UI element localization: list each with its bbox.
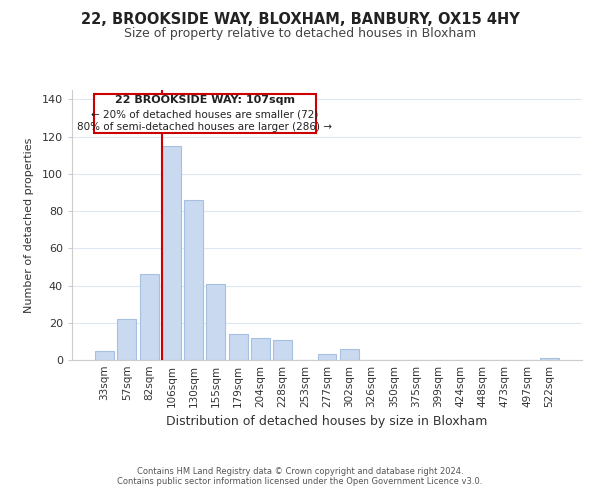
Bar bbox=[229, 334, 248, 360]
Bar bbox=[251, 338, 270, 360]
Bar bbox=[95, 350, 114, 360]
Bar bbox=[540, 358, 559, 360]
Bar bbox=[206, 284, 225, 360]
Y-axis label: Number of detached properties: Number of detached properties bbox=[23, 138, 34, 312]
X-axis label: Distribution of detached houses by size in Bloxham: Distribution of detached houses by size … bbox=[166, 416, 488, 428]
Bar bbox=[317, 354, 337, 360]
Text: ← 20% of detached houses are smaller (72): ← 20% of detached houses are smaller (72… bbox=[91, 109, 319, 119]
Text: Size of property relative to detached houses in Bloxham: Size of property relative to detached ho… bbox=[124, 28, 476, 40]
Text: 22, BROOKSIDE WAY, BLOXHAM, BANBURY, OX15 4HY: 22, BROOKSIDE WAY, BLOXHAM, BANBURY, OX1… bbox=[80, 12, 520, 28]
Bar bbox=[140, 274, 158, 360]
Bar bbox=[184, 200, 203, 360]
Bar bbox=[340, 349, 359, 360]
Bar bbox=[162, 146, 181, 360]
Text: Contains HM Land Registry data © Crown copyright and database right 2024.: Contains HM Land Registry data © Crown c… bbox=[137, 467, 463, 476]
Bar bbox=[118, 319, 136, 360]
Text: 80% of semi-detached houses are larger (286) →: 80% of semi-detached houses are larger (… bbox=[77, 122, 332, 132]
Text: 22 BROOKSIDE WAY: 107sqm: 22 BROOKSIDE WAY: 107sqm bbox=[115, 95, 295, 105]
Text: Contains public sector information licensed under the Open Government Licence v3: Contains public sector information licen… bbox=[118, 477, 482, 486]
Bar bbox=[273, 340, 292, 360]
